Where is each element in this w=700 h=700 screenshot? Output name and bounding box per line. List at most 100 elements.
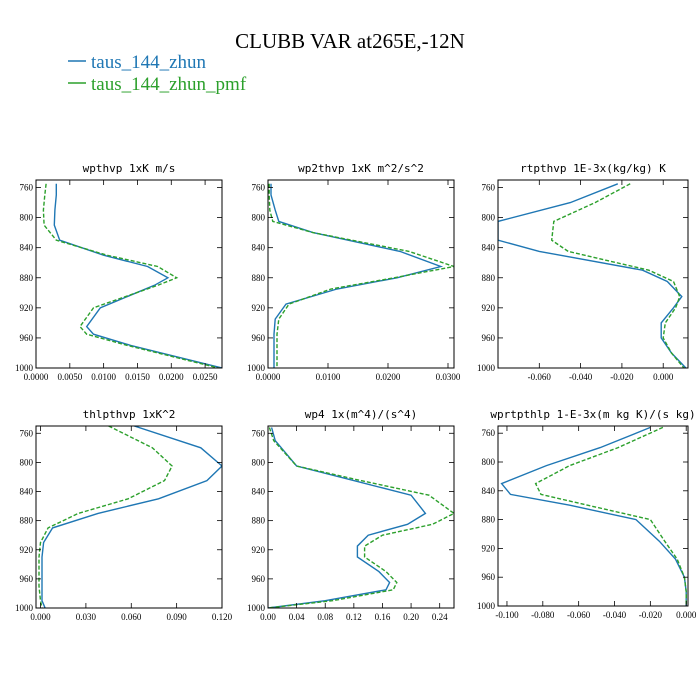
x-tick-label: 0.24 — [432, 612, 448, 622]
x-tick-label: 0.030 — [76, 612, 97, 622]
panel-5: wp4 1x(m^4)/(s^4)76080084088092096010000… — [247, 408, 455, 622]
x-tick-label: -0.040 — [603, 610, 627, 620]
x-tick-label: 0.0250 — [193, 372, 218, 382]
y-tick-label: 880 — [252, 516, 266, 526]
x-tick-label: -0.060 — [567, 610, 591, 620]
panel-title: wpthvp 1xK m/s — [83, 162, 176, 175]
panel-title: wprtpthlp 1-E-3x(m kg K)/(s kg) — [490, 408, 695, 421]
y-tick-label: 840 — [20, 487, 34, 497]
y-tick-label: 920 — [482, 303, 496, 313]
x-tick-label: 0.0300 — [436, 372, 461, 382]
y-tick-label: 760 — [252, 428, 266, 438]
x-tick-label: 0.04 — [289, 612, 305, 622]
y-tick-label: 800 — [482, 457, 496, 467]
series-line-2 — [534, 426, 687, 606]
y-tick-label: 920 — [252, 303, 266, 313]
x-tick-label: 0.120 — [212, 612, 233, 622]
y-tick-label: 920 — [482, 543, 496, 553]
panels: wpthvp 1xK m/s76080084088092096010000.00… — [15, 162, 697, 622]
series-line-2 — [550, 183, 685, 368]
series-line-1 — [500, 426, 687, 606]
x-tick-label: 0.000 — [676, 610, 697, 620]
panel-1: wpthvp 1xK m/s76080084088092096010000.00… — [15, 162, 223, 382]
x-tick-label: 0.00 — [260, 612, 276, 622]
panel-3: rtpthvp 1E-3x(kg/kg) K 760 800 840 880 920 960… — [477, 162, 689, 382]
x-tick-label: 0.20 — [403, 612, 419, 622]
x-tick-label: -0.080 — [531, 610, 555, 620]
y-tick-label: 800 — [20, 213, 34, 223]
y-tick-label: 880 — [482, 273, 496, 283]
panel-4: thlpthvp 1xK^2 760 800 840 880 920 960 10000.00… — [15, 408, 233, 622]
x-tick-label: 0.090 — [167, 612, 188, 622]
y-tick-label: 880 — [20, 273, 34, 283]
y-tick-label: 840 — [482, 243, 496, 253]
panel-title: thlpthvp 1xK^2 — [83, 408, 176, 421]
series-line-2 — [268, 183, 454, 368]
x-tick-label: 0.000 — [30, 612, 51, 622]
y-tick-label: 920 — [20, 303, 34, 313]
series-line-2 — [38, 426, 173, 608]
series-line-1 — [268, 427, 427, 608]
legend-label-1: taus_144_zhun — [91, 52, 207, 73]
y-tick-label: 1000 — [247, 363, 266, 373]
y-tick-label: 800 — [482, 213, 496, 223]
plot-frame — [497, 179, 689, 369]
legend-label-2: taus_144_zhun_pmf — [91, 74, 247, 95]
y-tick-label: 840 — [252, 487, 266, 497]
x-tick-label: 0.16 — [375, 612, 391, 622]
x-tick-label: 0.12 — [346, 612, 362, 622]
y-tick-label: 960 — [252, 574, 266, 584]
y-tick-label: 840 — [482, 486, 496, 496]
y-tick-label: 920 — [20, 545, 34, 555]
y-tick-label: 760 — [20, 183, 34, 193]
y-tick-label: 1000 — [247, 603, 266, 613]
series-line-1 — [498, 183, 687, 368]
x-tick-label: 0.000 — [653, 372, 674, 382]
x-tick-label: -0.020 — [639, 610, 663, 620]
x-tick-label: 0.0050 — [57, 372, 82, 382]
y-tick-label: 760 — [20, 428, 34, 438]
series-line-2 — [42, 183, 219, 368]
y-tick-label: 960 — [482, 333, 496, 343]
panel-title: rtpthvp 1E-3x(kg/kg) K — [520, 162, 666, 175]
y-tick-label: 880 — [20, 516, 34, 526]
x-tick-label: 0.0100 — [91, 372, 116, 382]
y-tick-label: 960 — [20, 574, 34, 584]
y-tick-label: 840 — [252, 243, 266, 253]
y-tick-label: 760 — [482, 183, 496, 193]
x-tick-label: -0.100 — [495, 610, 519, 620]
y-tick-label: 1000 — [15, 603, 34, 613]
y-tick-label: 840 — [20, 243, 34, 253]
plot-frame — [267, 425, 455, 609]
y-tick-label: 880 — [252, 273, 266, 283]
x-tick-label: -0.060 — [528, 372, 552, 382]
x-tick-label: 0.0000 — [256, 372, 281, 382]
y-tick-label: 920 — [252, 545, 266, 555]
figure-title: CLUBB VAR at265E,-12N — [235, 29, 465, 53]
x-tick-label: 0.0150 — [125, 372, 150, 382]
x-tick-label: -0.040 — [569, 372, 593, 382]
y-tick-label: 960 — [482, 572, 496, 582]
panel-title: wp4 1x(m^4)/(s^4) — [305, 408, 418, 421]
x-tick-label: 0.0200 — [376, 372, 401, 382]
y-tick-label: 1000 — [477, 363, 496, 373]
series-line-2 — [268, 427, 454, 608]
y-tick-label: 1000 — [477, 601, 496, 611]
legend: taus_144_zhun taus_144_zhun_pmf — [68, 52, 247, 95]
y-tick-label: 960 — [252, 333, 266, 343]
y-tick-label: 760 — [482, 428, 496, 438]
y-tick-label: 1000 — [15, 363, 34, 373]
x-tick-label: 0.0200 — [159, 372, 184, 382]
plot-frame — [35, 179, 223, 369]
x-tick-label: 0.0000 — [24, 372, 49, 382]
plot-frame — [497, 425, 689, 607]
panel-2: wp2thvp 1xK m^2/s^2 760 800 840 880 920 960 100… — [247, 162, 461, 382]
y-tick-label: 800 — [252, 457, 266, 467]
series-line-1 — [41, 426, 222, 608]
y-tick-label: 800 — [252, 213, 266, 223]
panel-title: wp2thvp 1xK m^2/s^2 — [298, 162, 424, 175]
x-tick-label: 0.08 — [317, 612, 333, 622]
x-tick-label: 0.060 — [121, 612, 142, 622]
x-tick-label: 0.0100 — [316, 372, 341, 382]
